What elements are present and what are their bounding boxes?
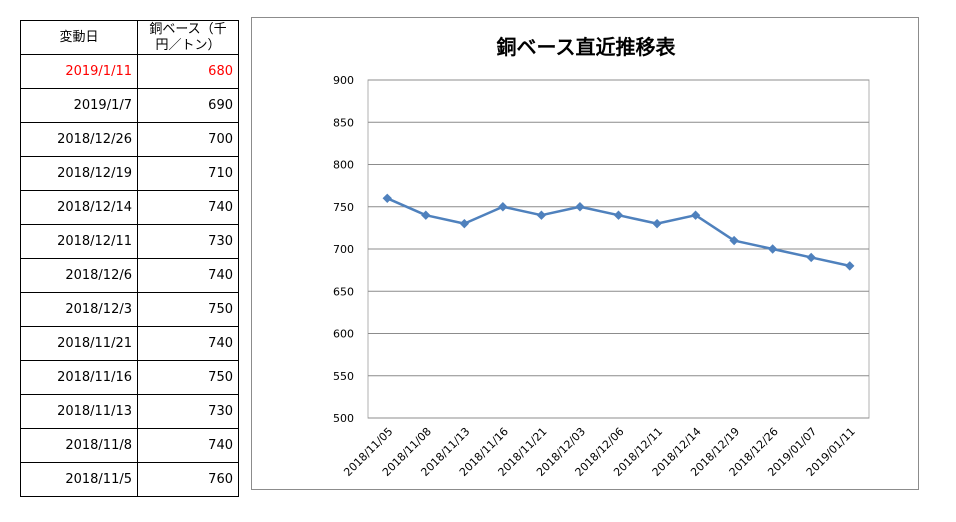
row-price: 700: [137, 122, 239, 157]
row-price: 730: [137, 224, 239, 259]
series-line: [386, 197, 850, 268]
row-date: 2018/11/21: [20, 326, 138, 361]
row-price: 710: [137, 156, 239, 191]
header-price: 銅ベース（千円／トン）: [137, 20, 239, 55]
y-tick-label: 700: [333, 243, 354, 256]
data-point: [729, 235, 739, 246]
data-point: [382, 193, 392, 204]
row-price: 740: [137, 258, 239, 293]
y-axis-ticks: 500 550 600 650 700 750 800 850 900: [333, 74, 354, 425]
row-date: 2018/12/14: [20, 190, 138, 225]
table-row: 2018/12/6 740: [20, 258, 239, 293]
y-tick-label: 500: [333, 412, 354, 425]
series-layer: [382, 193, 855, 271]
data-point: [498, 202, 508, 212]
data-point: [459, 218, 470, 229]
row-price: 740: [137, 428, 239, 463]
table-header-row: 変動日 銅ベース（千円／トン）: [20, 20, 239, 55]
line-chart: 銅ベース直近推移表 500 550 600 650 700 750 800 850 900 20…: [333, 35, 870, 479]
row-date: 2018/11/13: [20, 394, 138, 429]
row-price: 750: [137, 292, 239, 327]
row-price: 690: [137, 88, 239, 123]
data-point: [806, 252, 816, 263]
table-row: 2018/12/14 740: [20, 190, 239, 225]
data-point: [767, 244, 778, 254]
grid-lines: [367, 79, 870, 419]
row-date: 2018/12/6: [20, 258, 138, 293]
data-point: [652, 218, 662, 229]
row-price: 750: [137, 360, 239, 395]
y-tick-label: 750: [333, 201, 354, 214]
row-price: 740: [137, 326, 239, 361]
table-row: 2019/1/7 690: [20, 88, 239, 123]
row-date: 2018/12/26: [20, 122, 138, 157]
row-date: 2018/11/16: [20, 360, 138, 395]
row-price: 730: [137, 394, 239, 429]
row-date: 2019/1/11: [20, 54, 138, 89]
data-point: [575, 202, 585, 212]
row-price: 680: [137, 54, 239, 89]
y-tick-label: 650: [333, 285, 354, 298]
chart-area: 銅ベース直近推移表 500 550 600 650 700 750 800 850 900 20…: [251, 17, 919, 490]
y-tick-label: 800: [333, 159, 354, 172]
row-date: 2018/12/19: [20, 156, 138, 191]
table-row: 2018/12/11 730: [20, 224, 239, 259]
y-tick-label: 900: [333, 74, 354, 87]
row-price: 760: [137, 462, 239, 497]
table-row: 2018/11/5 760: [20, 462, 239, 497]
y-tick-label: 600: [333, 328, 354, 341]
y-tick-label: 550: [333, 370, 354, 383]
row-date: 2019/1/7: [20, 88, 138, 123]
table-row: 2018/12/19 710: [20, 156, 239, 191]
row-date: 2018/11/5: [20, 462, 138, 497]
y-tick-label: 850: [333, 116, 354, 129]
row-price: 740: [137, 190, 239, 225]
chart-title: 銅ベース直近推移表: [497, 35, 677, 59]
table-row: 2019/1/11 680: [20, 54, 239, 89]
table-row: 2018/12/26 700: [20, 122, 239, 157]
price-table: 変動日 銅ベース（千円／トン） 2019/1/11 680 2019/1/7 690 2…: [20, 20, 239, 497]
row-date: 2018/12/11: [20, 224, 138, 259]
table-row: 2018/11/8 740: [20, 428, 239, 463]
table-row: 2018/11/13 730: [20, 394, 239, 429]
data-point: [690, 210, 701, 220]
table-row: 2018/11/21 740: [20, 326, 239, 361]
data-point: [536, 210, 547, 220]
row-date: 2018/11/8: [20, 428, 138, 463]
header-date: 変動日: [20, 20, 138, 55]
x-axis-ticks: 2018/11/052018/11/082018/11/132018/11/16…: [341, 425, 857, 479]
data-point: [845, 261, 855, 271]
data-point: [613, 210, 624, 220]
table-row: 2018/11/16 750: [20, 360, 239, 395]
table-row: 2018/12/3 750: [20, 292, 239, 327]
row-date: 2018/12/3: [20, 292, 138, 327]
data-point: [421, 210, 431, 220]
